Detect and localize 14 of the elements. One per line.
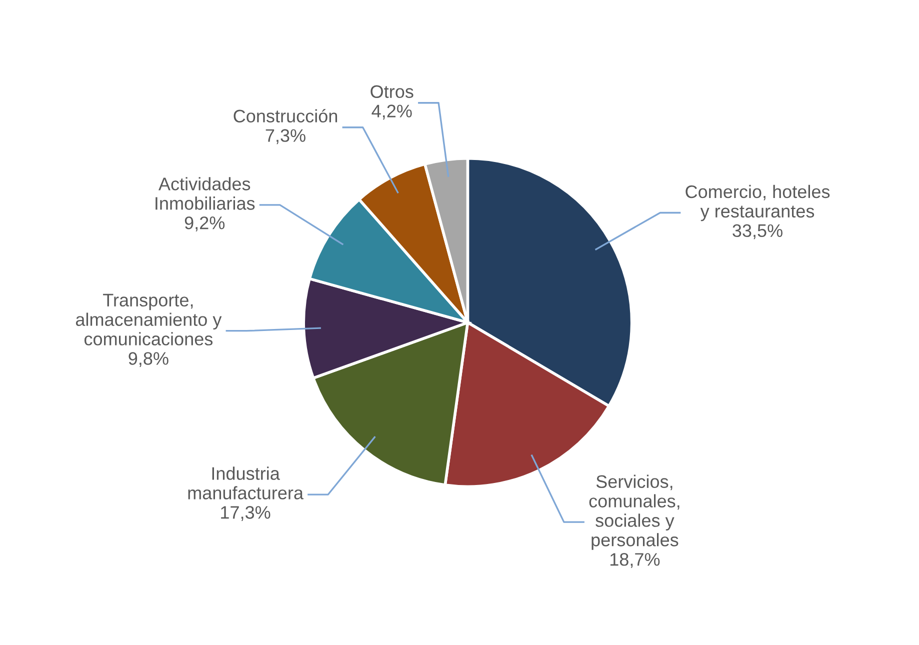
data-label: 18,7%	[610, 553, 660, 568]
slice-label: Comercio, hoteles y restaurantes	[686, 184, 830, 222]
slice-label: Actividades Inmobiliarias	[156, 177, 255, 210]
data-label: 9,2%	[184, 216, 225, 232]
data-label: 7,3%	[266, 129, 306, 144]
slice-label: Transporte, almacenamiento y comunicaciones	[76, 294, 222, 346]
data-label: 33,5%	[732, 224, 782, 240]
slice-label: Construcción	[234, 109, 338, 122]
slice-label: Otros	[370, 85, 414, 98]
data-label: 4,2%	[372, 104, 412, 120]
slice-label: Servicios, comunales, sociales y personales	[589, 474, 680, 550]
data-label: 17,3%	[221, 506, 270, 521]
slice-label: Industria manufacturera	[188, 466, 304, 500]
data-label: 9,8%	[128, 352, 168, 367]
